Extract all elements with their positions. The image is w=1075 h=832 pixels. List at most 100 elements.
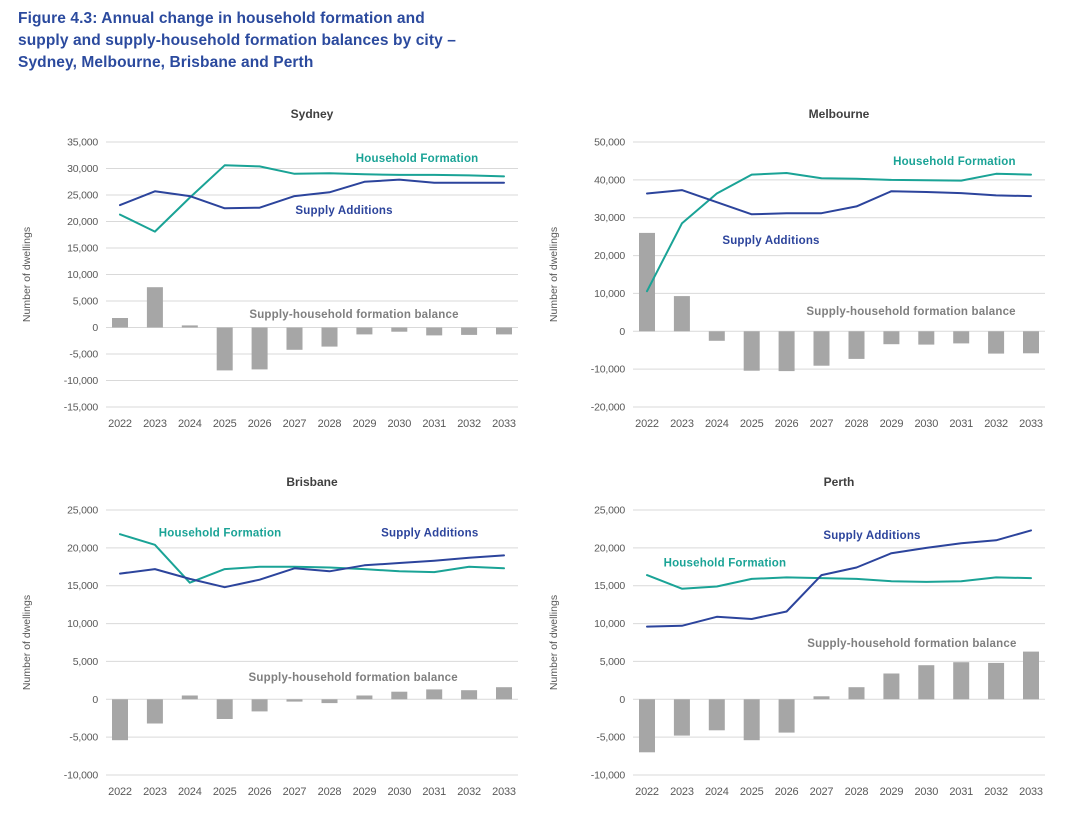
series-label: Supply-household formation balance [249, 672, 458, 684]
x-tick-label: 2029 [353, 418, 377, 430]
y-tick-label: 5,000 [73, 656, 99, 668]
balance-bar [883, 331, 900, 345]
y-tick-label: 25,000 [594, 505, 625, 517]
y-tick-label: 20,000 [594, 250, 625, 262]
balance-bar [461, 690, 478, 700]
balance-bar [1023, 651, 1039, 700]
y-axis-label: Number of dwellings [548, 595, 560, 690]
series-line [646, 189, 1032, 216]
y-tick-label: -5,000 [69, 732, 98, 744]
perth-chart-svg: 25,000 20,000 15,000 10,000 5,000 0 -5,000 -10,… [548, 475, 1045, 798]
balance-bar [708, 699, 725, 731]
x-tick-label: 2022 [108, 786, 132, 798]
x-tick-label: 2023 [143, 786, 167, 798]
x-tick-label: 2030 [387, 418, 411, 430]
y-tick-label: 0 [92, 322, 98, 334]
balance-bar [918, 665, 935, 700]
balance-bar [251, 327, 268, 370]
y-tick-label: 30,000 [594, 212, 625, 224]
y-tick-label: 20,000 [594, 542, 625, 554]
y-tick-label: 50,000 [594, 137, 625, 149]
y-tick-label: -10,000 [591, 770, 626, 782]
y-tick-label: 5,000 [73, 296, 99, 308]
x-tick-label: 2032 [457, 418, 481, 430]
x-tick-label: 2027 [283, 786, 307, 798]
figure-title-line-2: supply and supply-household formation ba… [18, 32, 456, 49]
x-tick-label: 2032 [457, 786, 481, 798]
balance-bar [778, 699, 795, 733]
x-tick-label: 2025 [213, 786, 237, 798]
figure-title-line-1: Figure 4.3: Annual change in household f… [18, 10, 425, 27]
x-tick-label: 2024 [178, 786, 202, 798]
balance-bar [181, 695, 198, 700]
balance-bar [321, 699, 338, 704]
y-tick-label: 40,000 [594, 174, 625, 186]
series-label: Supply-household formation balance [806, 306, 1015, 318]
figure-title-line-3: Sydney, Melbourne, Brisbane and Perth [18, 54, 314, 71]
y-tick-label: 30,000 [67, 163, 98, 175]
balance-bar [639, 232, 655, 332]
balance-bar [1023, 331, 1039, 354]
series-line [646, 529, 1032, 628]
x-tick-label: 2031 [422, 786, 446, 798]
series-line [119, 554, 505, 589]
y-tick-label: -15,000 [64, 402, 99, 414]
balance-bar [112, 318, 128, 328]
figure-title: Figure 4.3: Annual change in household f… [0, 0, 1075, 74]
y-axis-label: Number of dwellings [21, 227, 33, 322]
series-label: Household Formation [159, 527, 282, 539]
balance-bar [286, 699, 303, 702]
balance-bar [813, 696, 830, 700]
x-tick-label: 2033 [1019, 418, 1043, 430]
balance-bar [496, 327, 512, 335]
chart-title: Melbourne [809, 107, 870, 121]
y-tick-label: -5,000 [69, 349, 98, 361]
balance-bar [146, 287, 163, 328]
balance-bar [216, 699, 233, 719]
balance-bar [778, 331, 795, 372]
balance-bar [426, 327, 443, 336]
series-line [119, 164, 505, 233]
x-tick-label: 2028 [845, 786, 869, 798]
series-label: Household Formation [356, 153, 479, 165]
x-tick-label: 2030 [914, 786, 938, 798]
series-label: Supply-household formation balance [249, 309, 458, 321]
x-tick-label: 2031 [949, 418, 973, 430]
x-tick-label: 2024 [705, 418, 729, 430]
x-tick-label: 2022 [635, 418, 659, 430]
x-tick-label: 2024 [178, 418, 202, 430]
chart-brisbane: 25,000 20,000 15,000 10,000 5,000 0 -5,000 -10,… [18, 468, 545, 813]
x-tick-label: 2029 [880, 418, 904, 430]
x-tick-label: 2032 [984, 418, 1008, 430]
balance-bar [426, 689, 443, 700]
figure-page: Figure 4.3: Annual change in household f… [0, 0, 1075, 813]
balance-bar [673, 296, 690, 332]
y-tick-label: 10,000 [594, 618, 625, 630]
y-tick-label: 10,000 [67, 269, 98, 281]
balance-bar [356, 327, 373, 335]
x-tick-label: 2023 [143, 418, 167, 430]
charts-grid: 35,000 30,000 25,000 20,000 15,000 10,000 5,00… [0, 100, 1075, 813]
balance-bar [918, 331, 935, 345]
balance-bar [953, 662, 970, 700]
balance-bar [883, 673, 900, 700]
series-line [646, 172, 1032, 293]
x-tick-label: 2027 [283, 418, 307, 430]
x-tick-label: 2023 [670, 786, 694, 798]
x-tick-label: 2028 [318, 786, 342, 798]
x-tick-label: 2031 [949, 786, 973, 798]
balance-bar [743, 699, 760, 741]
x-tick-label: 2027 [810, 786, 834, 798]
y-axis-label: Number of dwellings [548, 227, 560, 322]
balance-bar [953, 331, 970, 344]
y-tick-label: 0 [619, 326, 625, 338]
y-tick-label: 0 [619, 694, 625, 706]
series-line [119, 178, 505, 210]
x-tick-label: 2032 [984, 786, 1008, 798]
balance-bar [673, 699, 690, 736]
y-tick-label: 25,000 [67, 190, 98, 202]
x-tick-label: 2025 [740, 786, 764, 798]
balance-bar [391, 691, 408, 700]
y-tick-label: 10,000 [594, 288, 625, 300]
x-tick-label: 2026 [248, 418, 272, 430]
